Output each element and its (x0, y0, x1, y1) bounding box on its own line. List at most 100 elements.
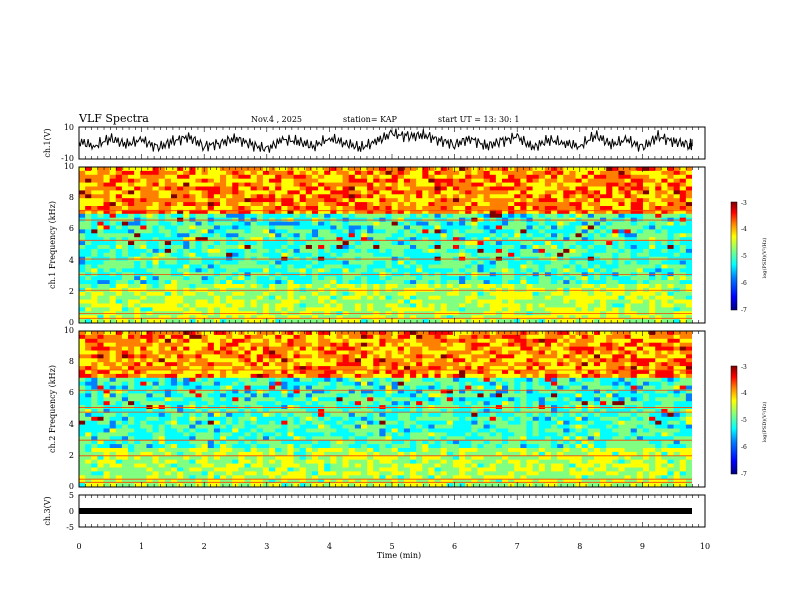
spectrogram-cell (655, 264, 662, 269)
spectrogram-cell (195, 213, 202, 218)
spectrogram-cell (575, 319, 582, 324)
spectrogram-cell (195, 268, 202, 273)
spectrogram-cell (354, 331, 362, 336)
spectrogram-cell (348, 346, 356, 351)
spectrogram-cell (526, 194, 533, 199)
spectrogram-cell (410, 366, 417, 371)
spectrogram-cell (422, 280, 429, 285)
spectrogram-cell (164, 342, 172, 347)
spectrogram-cell (293, 334, 300, 340)
spectrogram-cell (446, 170, 454, 176)
spectrogram-cell (293, 221, 300, 226)
spectrogram-cell (140, 209, 147, 215)
spectrogram-cell (642, 280, 650, 285)
spectrogram-cell (275, 194, 282, 199)
spectrogram-cell (397, 186, 405, 191)
spectrogram-cell (164, 331, 172, 336)
spectrogram-cell (483, 350, 491, 355)
spectrogram-cell (520, 295, 527, 300)
spectrogram-cell (367, 366, 374, 371)
spectrogram-cell (489, 221, 497, 226)
spectrogram-cell (514, 346, 521, 351)
spectrogram-cell (501, 237, 509, 242)
spectrogram-cell (311, 186, 319, 191)
spectrogram-cell (232, 190, 239, 195)
spectrogram-cell (305, 303, 313, 308)
spectrogram-cell (183, 233, 190, 238)
spectrogram-cell (636, 291, 644, 296)
spectrogram-cell (410, 202, 417, 207)
spectrogram-cell (158, 248, 166, 254)
spectrogram-cell (183, 295, 190, 300)
spectrogram-cell (501, 319, 509, 324)
spectrogram-cell (551, 182, 558, 187)
spectrogram-cell (170, 331, 178, 336)
spectrogram-cell (630, 307, 638, 312)
spectrogram-cell (158, 182, 166, 187)
spectrogram-cell (391, 354, 399, 359)
spectrogram-cell (642, 264, 650, 269)
spectrogram-cell (410, 198, 417, 203)
spectrogram-cell (91, 342, 98, 347)
spectrogram-cell (91, 358, 98, 363)
spectrogram-cell (569, 206, 576, 211)
spectrogram-cell (538, 315, 546, 320)
spectrogram-cell (146, 174, 153, 179)
spectrogram-cell (342, 362, 350, 367)
spectrogram-cell (140, 186, 147, 191)
spectrogram-cell (544, 229, 552, 234)
spectrogram-cell (483, 245, 491, 250)
spectrogram-cell (207, 264, 215, 269)
spectrogram-cell (177, 190, 184, 195)
spectrogram-cell (189, 167, 196, 172)
spectrogram-cell (293, 213, 300, 218)
spectrogram-cell (685, 248, 693, 254)
spectrogram-cell (262, 206, 270, 211)
spectrogram-cell (630, 206, 638, 211)
spectrogram-cell (563, 354, 570, 359)
spectrogram-cell (495, 174, 503, 179)
spectrogram-cell (391, 291, 399, 296)
spectrogram-cell (471, 225, 478, 230)
spectrogram-cell (520, 280, 527, 285)
spectrogram-cell (557, 167, 564, 172)
spectrogram-cell (679, 237, 687, 242)
spectrogram-cell (293, 178, 300, 183)
spectrogram-cell (354, 319, 362, 324)
spectrogram-cell (642, 354, 650, 359)
spectrogram-cell (97, 342, 104, 347)
spectrogram-cell (428, 209, 435, 215)
spectrogram-cell (287, 354, 294, 359)
spectrogram-cell (465, 307, 472, 312)
spectrogram-cell (403, 182, 411, 187)
spectrogram-cell (661, 280, 668, 285)
spectrogram-cell (287, 331, 294, 336)
spectrogram-cell (495, 186, 503, 191)
spectrogram-cell (624, 334, 631, 340)
spectrogram-cell (636, 182, 644, 187)
spectrogram-cell (97, 170, 104, 176)
spectrogram-cell (158, 295, 166, 300)
spectrogram-cell (600, 268, 607, 273)
spectrogram-cell (318, 194, 325, 199)
spectrogram-cell (489, 315, 497, 320)
spectrogram-cell (109, 174, 117, 179)
spectrogram-cell (655, 190, 662, 195)
spectrogram-cell (152, 233, 159, 238)
spectrogram-cell (305, 350, 313, 355)
spectrogram-cell (581, 170, 589, 176)
spectrogram-cell (428, 342, 435, 347)
spectrogram-cell (244, 303, 251, 308)
spectrogram-cell (685, 213, 693, 218)
spectrogram-cell (612, 225, 619, 230)
spectrogram-cell (551, 362, 558, 367)
spectrogram-cell (195, 248, 202, 254)
spectrogram-cell (244, 252, 251, 257)
spectrogram-cell (446, 233, 454, 238)
spectrogram-cell (170, 354, 178, 359)
spectrogram-cell (391, 167, 399, 172)
spectrogram-cell (587, 280, 595, 285)
spectrogram-cell (336, 170, 343, 176)
spectrogram-cell (336, 354, 343, 359)
spectrogram-cell (649, 202, 656, 207)
